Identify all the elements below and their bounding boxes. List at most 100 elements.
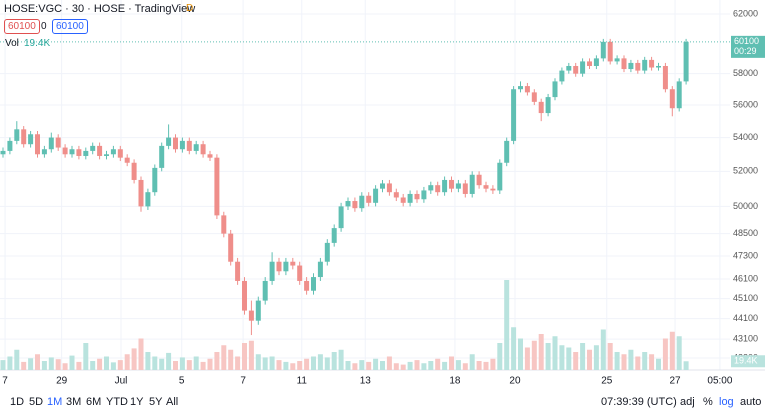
volume-bar bbox=[104, 356, 109, 370]
candle-body bbox=[7, 140, 13, 151]
volume-bar bbox=[621, 354, 627, 370]
volume-bar bbox=[55, 359, 61, 370]
candle-body bbox=[311, 277, 316, 291]
candle-body bbox=[635, 62, 641, 71]
volume-bar bbox=[393, 363, 399, 370]
volume-bar bbox=[656, 358, 661, 370]
volume-bar bbox=[386, 356, 392, 370]
candle-body bbox=[179, 140, 185, 150]
y-tick-label: 58000 bbox=[733, 68, 758, 78]
volume-bar bbox=[600, 329, 606, 370]
volume-bar bbox=[14, 349, 20, 370]
toolbar-item[interactable]: % bbox=[703, 396, 713, 408]
candle-body bbox=[14, 129, 20, 141]
candle-body bbox=[166, 137, 172, 146]
candle-body bbox=[248, 310, 254, 321]
candle-body bbox=[235, 261, 241, 281]
candle-body bbox=[504, 140, 510, 163]
volume-bar bbox=[62, 363, 68, 370]
vol-badge-label: 19.4K bbox=[734, 356, 758, 366]
candle-body bbox=[483, 185, 489, 189]
volume-bar bbox=[538, 334, 544, 370]
volume-bar bbox=[228, 349, 234, 370]
y-tick-label: 47300 bbox=[733, 250, 758, 260]
candle-body bbox=[380, 183, 385, 189]
volume-bar bbox=[649, 354, 655, 370]
volume-bar bbox=[587, 349, 592, 370]
toolbar-item[interactable]: auto bbox=[740, 396, 762, 408]
candle-body bbox=[193, 144, 199, 151]
toolbar-item[interactable]: 5Y bbox=[149, 396, 163, 408]
candle-body bbox=[683, 41, 689, 82]
candle-body bbox=[297, 265, 303, 281]
y-tick-label: 43100 bbox=[733, 334, 758, 344]
toolbar-item[interactable]: 1M bbox=[47, 396, 63, 408]
candle-body bbox=[48, 137, 54, 150]
volume-bar bbox=[366, 361, 372, 370]
y-tick-label: 48500 bbox=[733, 228, 758, 238]
volume-bar bbox=[545, 343, 551, 370]
x-tick-label: Jul bbox=[115, 376, 128, 387]
candle-body bbox=[662, 65, 668, 90]
ask: 60100 bbox=[52, 19, 88, 34]
candle-body bbox=[214, 157, 220, 216]
toolbar-item[interactable]: 3M bbox=[66, 396, 82, 408]
volume-bar bbox=[304, 358, 310, 370]
toolbar-item[interactable]: log bbox=[719, 396, 734, 408]
candle-body bbox=[366, 195, 372, 203]
candle-body bbox=[242, 280, 247, 311]
volume-bar bbox=[676, 336, 682, 370]
volume-bar bbox=[573, 352, 579, 370]
vol-badge bbox=[731, 355, 765, 368]
toolbar-item[interactable]: 07:39:39 (UTC) bbox=[601, 396, 677, 408]
toolbar-item[interactable]: YTD bbox=[106, 396, 128, 408]
toolbar-item[interactable]: 1D bbox=[10, 396, 25, 408]
volume-bar bbox=[276, 360, 282, 370]
candle-body bbox=[538, 101, 544, 114]
volume-bar bbox=[373, 358, 379, 370]
volume-bar bbox=[352, 363, 358, 370]
toolbar-item[interactable]: 5D bbox=[29, 396, 44, 408]
candle-body bbox=[400, 197, 406, 203]
candle-body bbox=[41, 149, 47, 155]
y-tick-label: 44100 bbox=[733, 313, 758, 323]
volume-bar bbox=[331, 352, 337, 370]
volume-bar bbox=[497, 343, 503, 370]
volume-bar bbox=[324, 357, 330, 370]
candle-body bbox=[221, 215, 227, 234]
candle-body bbox=[587, 61, 592, 66]
candle-body bbox=[0, 150, 6, 155]
volume-bar bbox=[662, 338, 668, 370]
y-tick-label: 46100 bbox=[733, 273, 758, 283]
volume-bar bbox=[214, 352, 220, 370]
volume-bar bbox=[138, 338, 144, 370]
volume-bar bbox=[283, 361, 289, 370]
candle-body bbox=[414, 193, 420, 200]
volume-bar bbox=[317, 354, 323, 370]
candle-body bbox=[566, 65, 572, 71]
volume-bar bbox=[28, 358, 34, 370]
candle-body bbox=[200, 144, 206, 155]
candle-body bbox=[97, 145, 103, 156]
volume-bar bbox=[152, 356, 158, 370]
candle-body bbox=[642, 59, 648, 71]
candle-body bbox=[621, 58, 627, 70]
volume-bar bbox=[511, 327, 517, 370]
toolbar-item[interactable]: 1Y bbox=[130, 396, 144, 408]
volume-bar bbox=[255, 354, 261, 370]
badge: D bbox=[186, 3, 194, 14]
volume-bar bbox=[97, 358, 103, 370]
volume-bar bbox=[242, 343, 247, 370]
candle-body bbox=[131, 162, 137, 180]
volume-bar bbox=[269, 356, 275, 370]
candle-body bbox=[124, 157, 130, 163]
volume-bar bbox=[593, 345, 599, 370]
volume-bar bbox=[614, 352, 620, 370]
toolbar-item[interactable]: All bbox=[166, 396, 179, 408]
toolbar-item[interactable]: 6M bbox=[86, 396, 102, 408]
candle-body bbox=[255, 300, 261, 321]
toolbar-item[interactable]: adj bbox=[680, 396, 695, 408]
volume-bar bbox=[518, 338, 523, 370]
candle-body bbox=[228, 233, 234, 262]
